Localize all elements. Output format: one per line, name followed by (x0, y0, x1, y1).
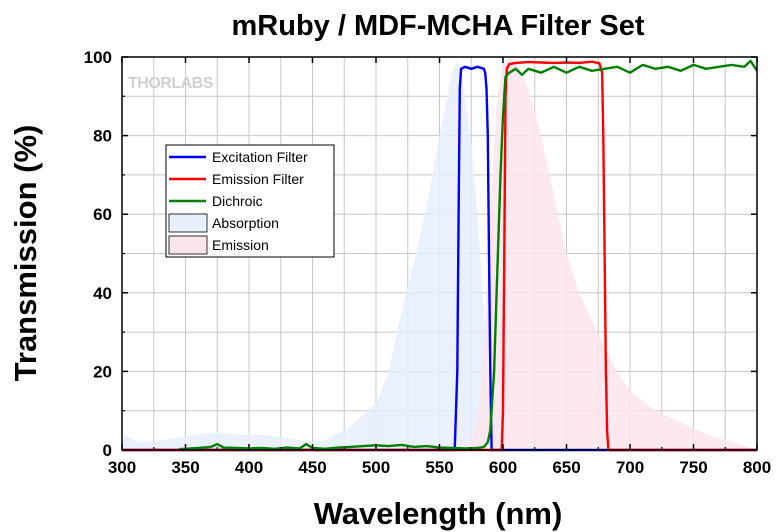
x-tick-label: 500 (362, 458, 390, 477)
y-tick-label: 80 (93, 127, 112, 146)
x-tick-label: 700 (616, 458, 644, 477)
x-tick-label: 600 (489, 458, 517, 477)
y-tick-label: 100 (84, 48, 112, 67)
line-dichroic (179, 59, 759, 451)
x-tick-label: 350 (171, 458, 199, 477)
legend-label: Dichroic (212, 193, 263, 209)
y-tick-label: 20 (93, 362, 112, 381)
area-series (122, 57, 757, 451)
y-tick-label: 0 (103, 441, 112, 460)
chart-title: mRuby / MDF-MCHA Filter Set (232, 10, 645, 42)
x-tick-label: 400 (235, 458, 263, 477)
legend-label: Emission (212, 237, 269, 253)
ticks: 300 350 400 450 500 550 600 650 700 750 800 0 20 40 60… (84, 48, 772, 477)
area-absorption (122, 60, 757, 451)
y-axis-title: Transmission (%) (8, 125, 43, 382)
legend-swatch (168, 213, 208, 233)
x-tick-label: 800 (743, 458, 771, 477)
y-tick-label: 40 (93, 284, 112, 303)
x-tick-label: 450 (298, 458, 326, 477)
x-tick-label: 550 (425, 458, 453, 477)
area-emission (122, 57, 757, 450)
watermark-text: THORLABS (128, 75, 214, 92)
y-tick-label: 60 (93, 205, 112, 224)
legend: Excitation Filter Emission Filter Dichroic… (165, 144, 335, 258)
x-tick-label: 750 (679, 458, 707, 477)
legend-label: Absorption (212, 215, 279, 231)
line-series (122, 59, 759, 452)
line-excitation-filter (122, 65, 757, 452)
legend-label: Excitation Filter (212, 149, 308, 165)
watermark: THORLABS (128, 75, 214, 92)
line-emission-filter (122, 60, 757, 452)
legend-label: Emission Filter (212, 171, 304, 187)
x-axis-title: Wavelength (nm) (314, 496, 563, 531)
x-tick-label: 650 (552, 458, 580, 477)
x-tick-label: 300 (108, 458, 136, 477)
legend-swatch (168, 235, 208, 255)
